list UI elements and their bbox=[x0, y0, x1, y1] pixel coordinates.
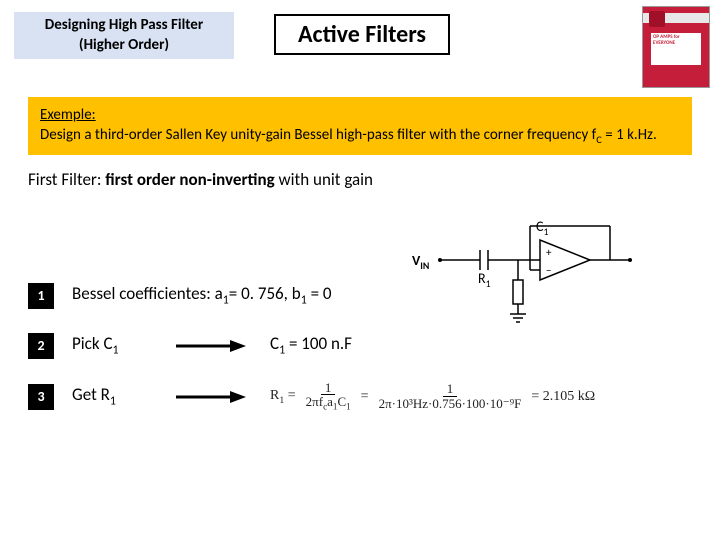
page-subtitle: Designing High Pass Filter (Higher Order… bbox=[14, 12, 234, 59]
step-row: 2 Pick C1 C1 = 100 n.F bbox=[28, 331, 720, 361]
step-row: 3 Get R1 R1 = 1 2πfca1C1 = 1 2π·10³Hz·0.… bbox=[28, 381, 720, 413]
step-result: C1 = 100 n.F bbox=[270, 333, 352, 357]
book-cover-text: OP AMPS for EVERYONE bbox=[653, 35, 699, 46]
step-text: Get R1 bbox=[72, 384, 152, 408]
c1-label: C1 bbox=[536, 218, 548, 238]
first-filter-heading: First Filter: first order non-inverting … bbox=[28, 169, 692, 190]
example-label: Exemple: bbox=[40, 106, 96, 124]
subtitle-line2: (Higher Order) bbox=[79, 36, 169, 54]
arrow-icon bbox=[176, 338, 246, 354]
page-title: Active Filters bbox=[274, 14, 450, 55]
step-number: 3 bbox=[28, 384, 54, 410]
step-number: 1 bbox=[28, 283, 54, 309]
r1-label: R1 bbox=[478, 270, 491, 290]
example-box: Exemple: Design a third-order Sallen Key… bbox=[28, 97, 692, 155]
subtitle-line1: Designing High Pass Filter bbox=[45, 16, 203, 34]
step-formula: R1 = 1 2πfca1C1 = 1 2π·10³Hz·0.756·100·1… bbox=[270, 381, 595, 413]
example-body: Design a third-order Sallen Key unity-ga… bbox=[40, 126, 657, 144]
circuit-diagram: + − VIN C1 R1 bbox=[430, 210, 690, 330]
step-text: Bessel coefficientes: a1= 0. 756, b1 = 0 bbox=[72, 283, 332, 307]
step-text: Pick C1 bbox=[72, 333, 152, 357]
arrow-icon bbox=[176, 389, 246, 405]
vin-label: VIN bbox=[412, 252, 429, 272]
svg-text:+: + bbox=[546, 246, 552, 259]
svg-text:−: − bbox=[546, 264, 551, 277]
book-cover-image: OP AMPS for EVERYONE bbox=[642, 6, 710, 88]
step-number: 2 bbox=[28, 333, 54, 359]
